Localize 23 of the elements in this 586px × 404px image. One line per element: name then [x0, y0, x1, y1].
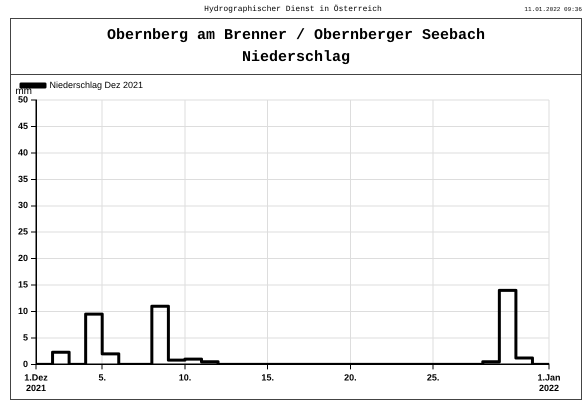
y-tick-label: 10: [18, 306, 28, 316]
x-tick-label: 10.: [178, 372, 192, 382]
y-tick-label: 30: [18, 200, 28, 210]
x-tick-label: 1.Dez 2021: [24, 372, 48, 394]
y-tick-label: 0: [22, 358, 28, 369]
x-tick-label: 5.: [98, 372, 106, 382]
y-tick-label: 40: [18, 147, 28, 158]
y-tick-label: 25: [18, 226, 28, 237]
y-tick-label: 20: [18, 253, 28, 264]
y-tick-label: 35: [18, 174, 28, 184]
x-tick-label: 15.: [261, 372, 274, 382]
chart-title: Obernberg am Brenner / Obernberger Seebach: [106, 26, 486, 46]
y-tick-label: 50: [18, 94, 28, 104]
x-tick-label: 20.: [344, 372, 357, 382]
legend-label: Niederschlag Dez 2021: [50, 80, 144, 90]
y-tick-label: 45: [18, 120, 28, 131]
y-axis-title: mm: [15, 86, 32, 97]
text: Hydrographischer Dienst in Österreich: [204, 5, 382, 14]
y-tick-label: 15: [18, 280, 28, 290]
y-tick-label: 5: [22, 332, 28, 342]
x-tick-label: 1.Jan 2022: [537, 372, 561, 394]
chart-subtitle: Niederschlag: [240, 48, 352, 68]
x-tick-label: 25.: [426, 372, 440, 382]
